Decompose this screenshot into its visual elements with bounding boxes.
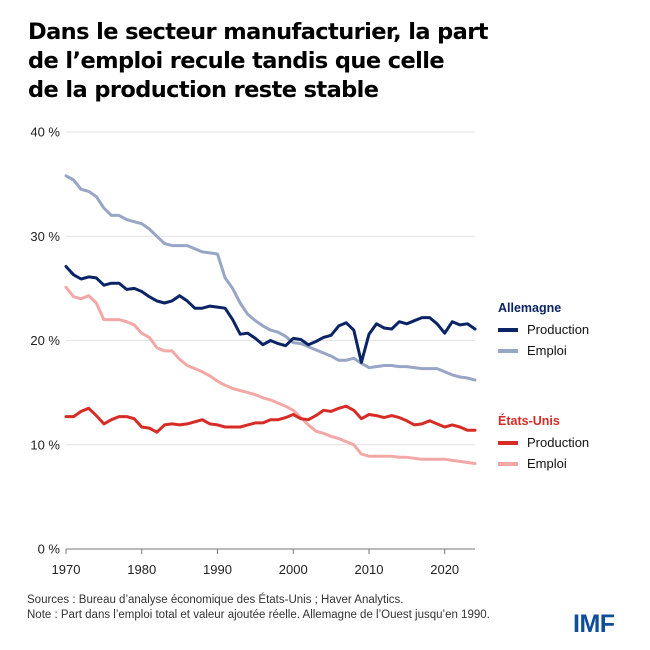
chart-title: Dans le secteur manufacturier, la part d… xyxy=(28,18,588,105)
x-axis: 1970 1980 1990 2000 2010 2020 xyxy=(52,548,475,577)
legend-germany: Allemagne Production Emploi xyxy=(498,301,589,361)
y-tick-label: 40 % xyxy=(30,125,60,140)
title-line-3: de la production reste stable xyxy=(28,77,379,103)
imf-logo: IMF xyxy=(573,610,615,638)
legend-label: Emploi xyxy=(527,343,567,358)
y-tick-label: 20 % xyxy=(30,333,60,348)
title-line-1: Dans le secteur manufacturier, la part xyxy=(28,19,489,45)
x-tick-label: 1990 xyxy=(203,562,232,577)
series-lines xyxy=(64,174,477,465)
x-tick-label: 2010 xyxy=(355,562,384,577)
gridlines xyxy=(66,131,475,446)
legend-item-usa-production: Production xyxy=(498,432,589,453)
sources-text: Sources : Bureau d’analyse économique de… xyxy=(27,594,404,606)
y-axis-labels: 0 % 10 % 20 % 30 % 40 % xyxy=(30,125,60,557)
line-chart: 0 % 10 % 20 % 30 % 40 % 1970 1980 1990 2000 2010… xyxy=(30,125,477,577)
series-line-1 xyxy=(64,265,477,364)
footer-notes: Sources : Bureau d’analyse économique de… xyxy=(27,593,497,623)
legend-swatch-germany-emploi xyxy=(498,348,518,353)
y-tick-label: 10 % xyxy=(30,437,60,452)
legend-title-usa: États-Unis xyxy=(498,414,560,428)
x-tick-label: 1970 xyxy=(52,562,81,577)
note-text: Note : Part dans l’emploi total et valeu… xyxy=(27,609,490,621)
legend-label: Production xyxy=(527,435,590,450)
x-tick-label: 1980 xyxy=(127,562,156,577)
title-line-2: de l’emploi recule tandis que celle xyxy=(28,48,445,74)
legend-swatch-usa-production xyxy=(498,440,518,445)
legend-item-germany-production: Production xyxy=(498,319,589,340)
x-tick-label: 2020 xyxy=(430,562,459,577)
series-line-3 xyxy=(64,404,477,434)
series-line-2 xyxy=(64,285,477,465)
series-line-0 xyxy=(64,174,477,382)
legend-swatch-usa-emploi xyxy=(498,461,518,466)
legend-item-germany-emploi: Emploi xyxy=(498,340,589,361)
x-tick-label: 2000 xyxy=(279,562,308,577)
y-tick-label: 30 % xyxy=(30,229,60,244)
legend-title-germany: Allemagne xyxy=(498,301,562,315)
legend-label: Production xyxy=(527,322,590,337)
legend-label: Emploi xyxy=(527,456,567,471)
legend-item-usa-emploi: Emploi xyxy=(498,453,589,474)
legend-usa: États-Unis Production Emploi xyxy=(498,414,589,474)
y-tick-label: 0 % xyxy=(38,542,61,557)
legend-swatch-germany-production xyxy=(498,327,518,332)
